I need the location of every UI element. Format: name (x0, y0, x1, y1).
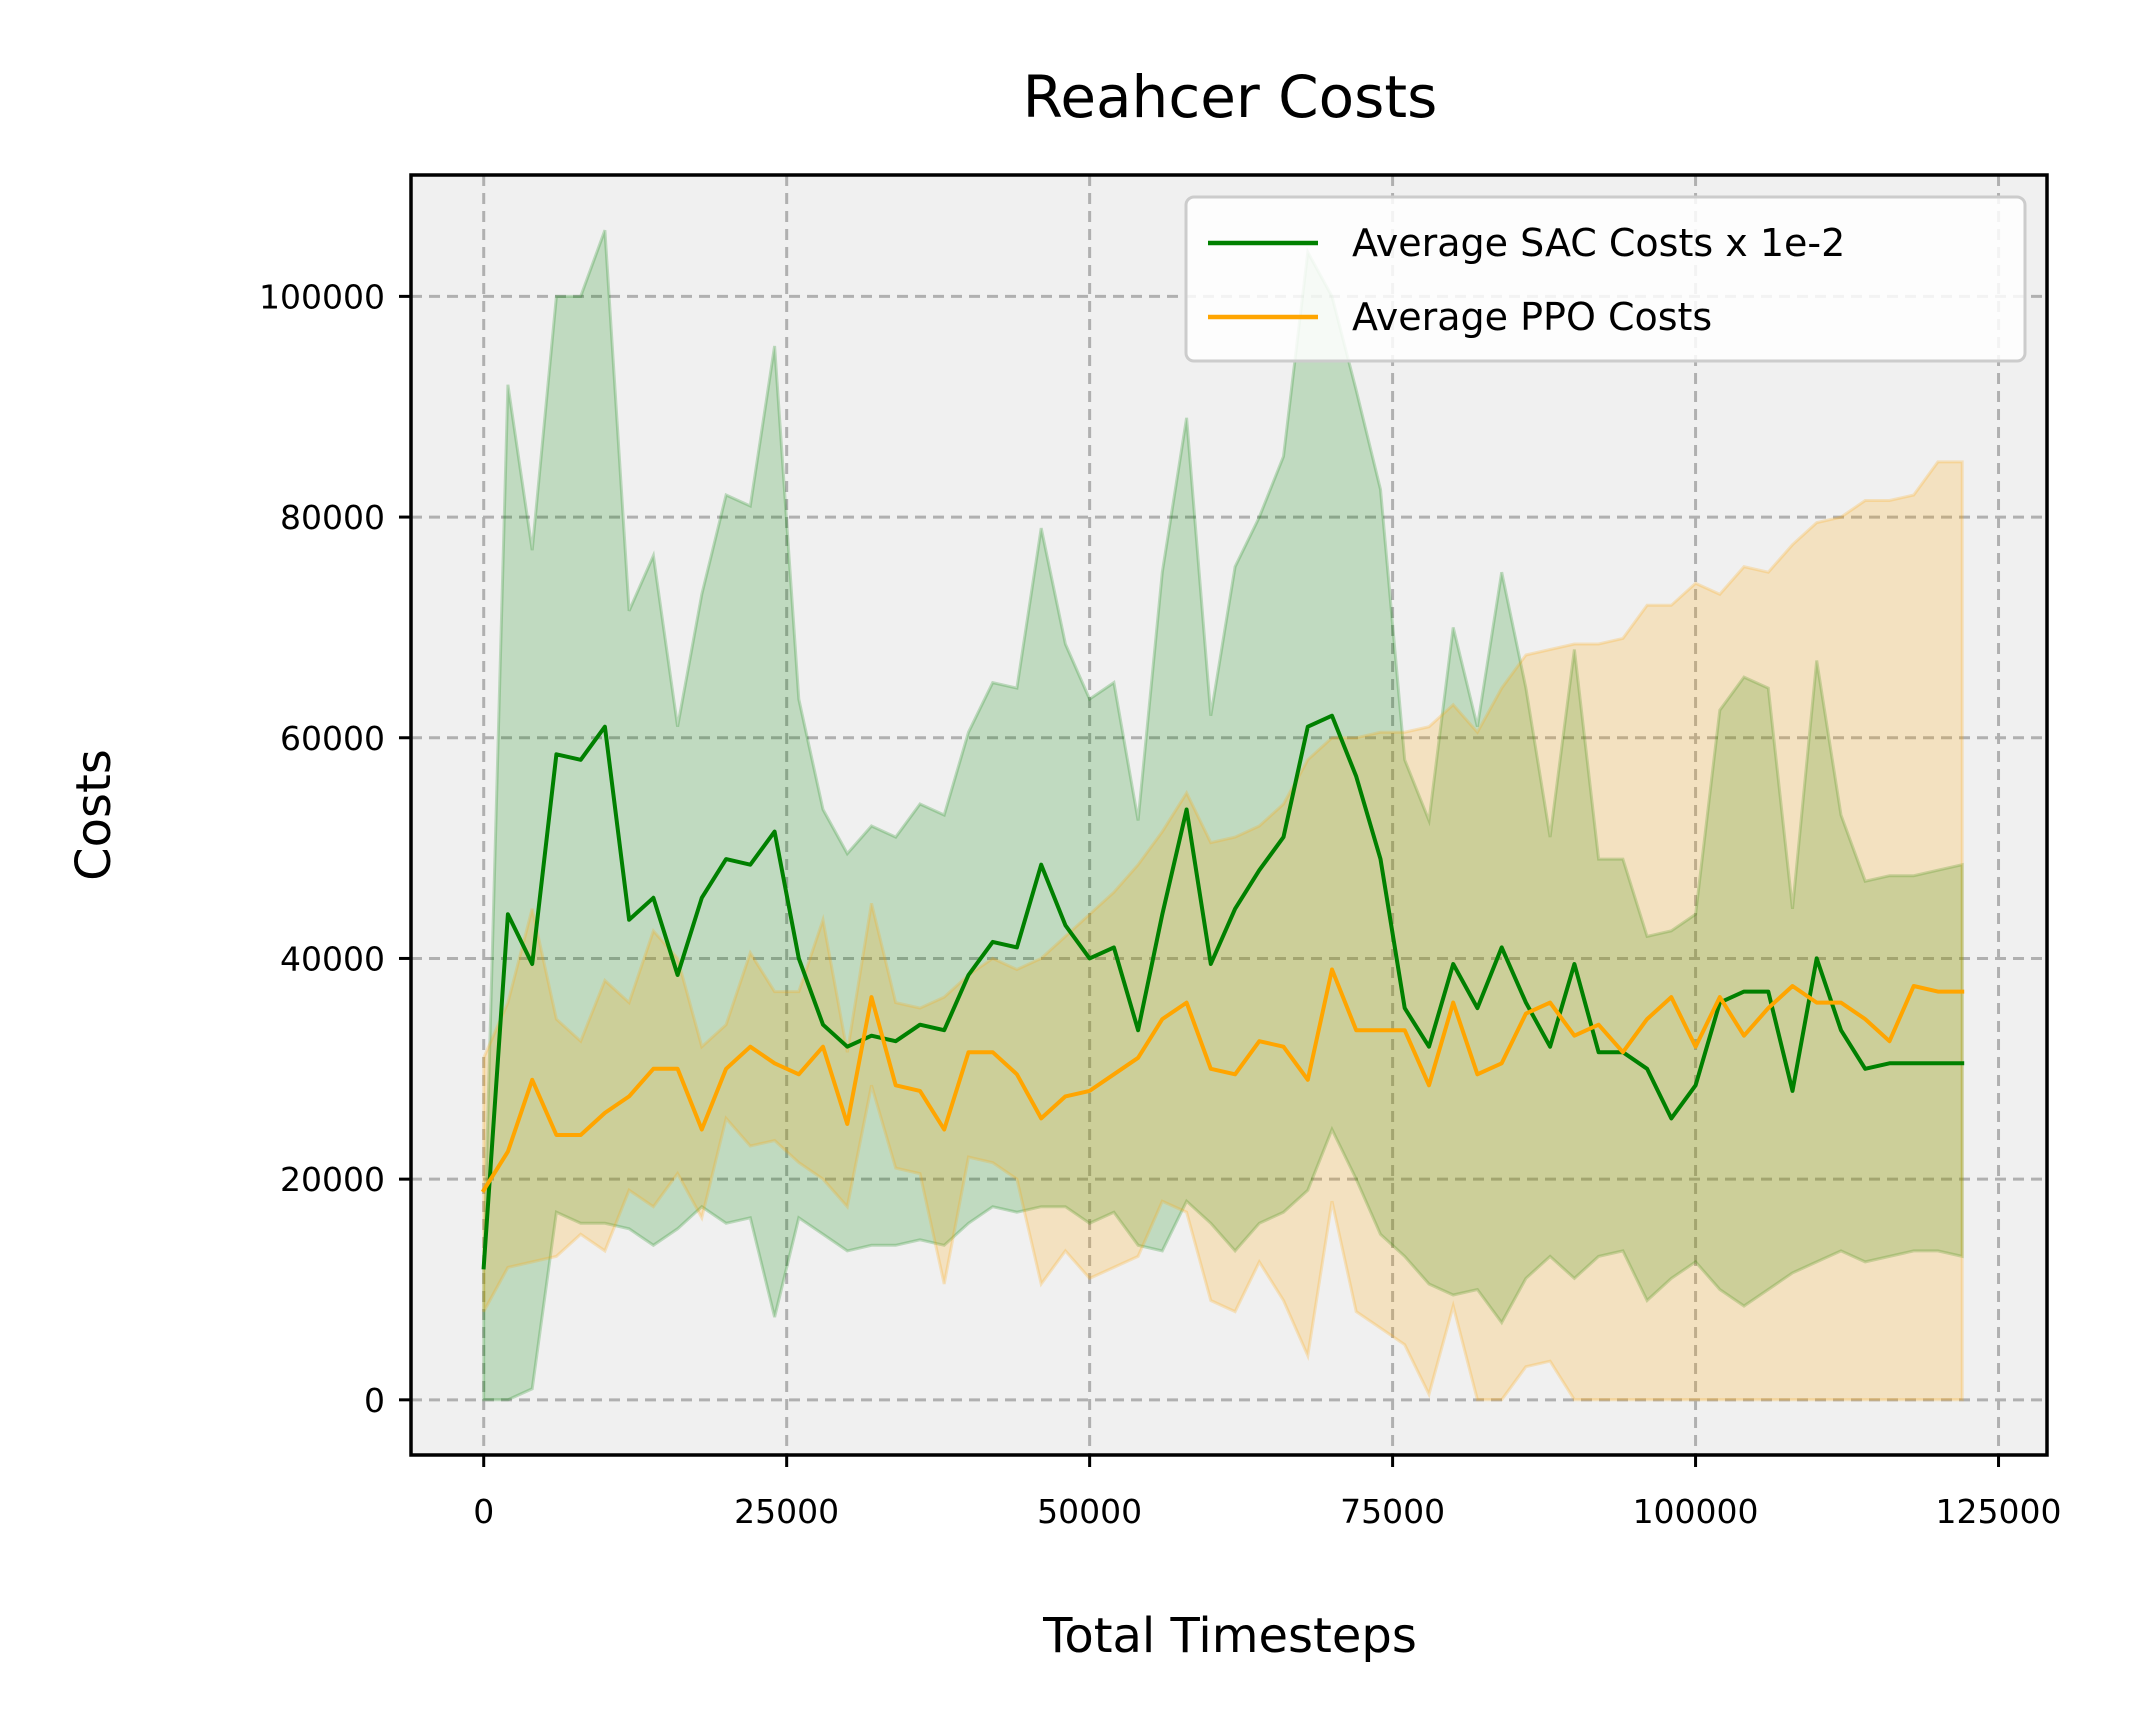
average-ppo-costs-line (480, 967, 1965, 1193)
average-sac-costs-x-1e-2-band (482, 229, 1964, 1402)
plot-frame (409, 173, 2049, 1457)
x-tick-label: 100000 (1633, 1492, 1759, 1531)
y-tick-label: 100000 (259, 277, 385, 316)
legend-label-average-ppo-costs: Average PPO Costs (1352, 295, 1712, 339)
x-tick-label: 0 (473, 1492, 494, 1531)
lines (480, 713, 1965, 1270)
plot-area (411, 175, 2047, 1455)
legend: Average SAC Costs x 1e-2 Average PPO Cost… (1184, 195, 2027, 363)
average-sac-costs-x-1e-2-line (481, 713, 1965, 1270)
legend-label-average-sac-costs-x-1e-2: Average SAC Costs x 1e-2 (1352, 221, 1845, 265)
x-tick-label: 25000 (734, 1492, 839, 1531)
y-axis: 0 20000 40000 60000 80000 100000 (259, 277, 411, 1420)
x-tick-label: 125000 (1936, 1492, 2062, 1531)
x-tick-label: 50000 (1037, 1492, 1142, 1531)
x-axis-label: Total Timesteps (1042, 1608, 1417, 1664)
legend-box (1184, 195, 2027, 363)
x-tick-label: 75000 (1340, 1492, 1445, 1531)
y-tick-label: 40000 (280, 939, 385, 978)
y-tick-label: 0 (364, 1381, 385, 1420)
y-tick-label: 60000 (280, 719, 385, 758)
x-axis: 0 25000 50000 75000 100000 125000 (473, 1455, 2062, 1531)
y-tick-label: 80000 (280, 498, 385, 537)
average-ppo-costs-band (482, 460, 1964, 1402)
y-axis-label: Costs (66, 749, 122, 881)
bands (482, 229, 1964, 1402)
chart-title: Reahcer Costs (1023, 63, 1438, 131)
y-tick-label: 20000 (280, 1160, 385, 1199)
